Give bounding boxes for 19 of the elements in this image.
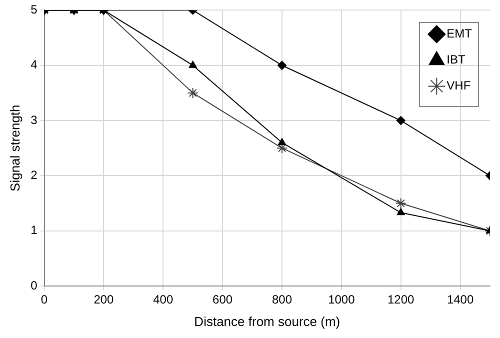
x-tick-label: 600 — [212, 292, 233, 307]
x-axis-title: Distance from source (m) — [194, 314, 340, 329]
y-tick-label: 4 — [30, 58, 38, 72]
y-tick-label: 5 — [30, 2, 38, 17]
x-tick-label: 400 — [153, 292, 174, 307]
y-tick-label: 0 — [30, 278, 38, 292]
x-tick-label: 1000 — [328, 292, 356, 307]
x-tick-label: 1400 — [446, 292, 474, 307]
x-tick-label: 200 — [94, 292, 114, 307]
x-tick-label: 0 — [40, 292, 48, 307]
legend-label: IBT — [446, 52, 466, 67]
y-tick-label: 1 — [30, 223, 38, 238]
x-tick-label: 800 — [272, 292, 292, 307]
legend-label: EMT — [446, 26, 473, 41]
x-tick-label: 1200 — [388, 292, 415, 307]
y-tick-label: 2 — [30, 168, 38, 182]
y-axis-title: Signal strength — [7, 104, 22, 192]
y-tick-label: 3 — [30, 112, 38, 127]
legend-label: VHF — [446, 78, 471, 93]
